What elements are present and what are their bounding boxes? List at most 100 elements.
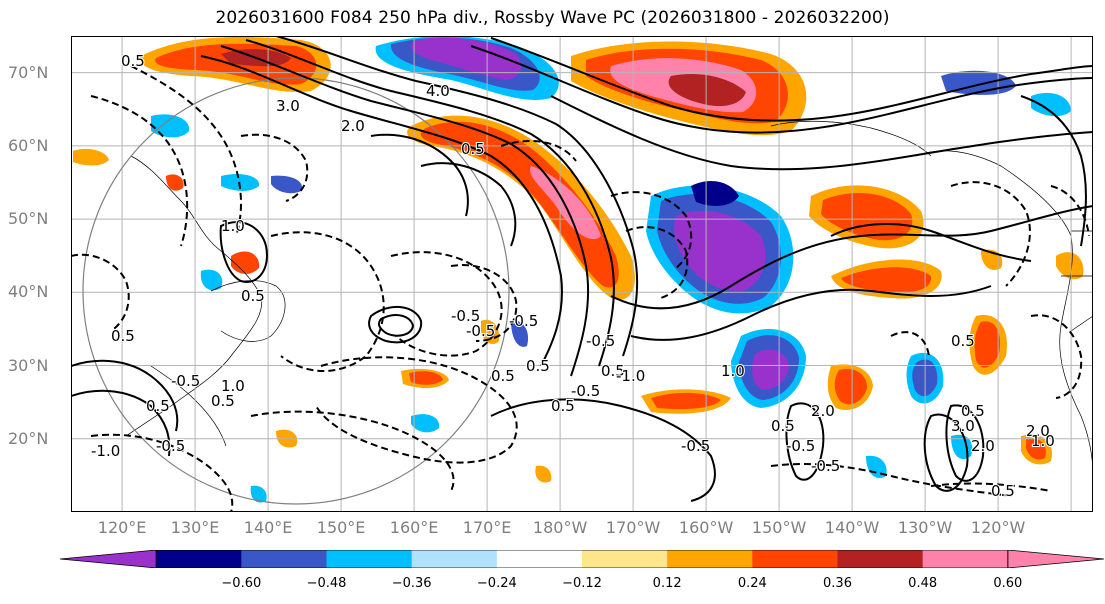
fill-region: [511, 320, 529, 347]
contour-value-label: 1.0: [1031, 432, 1055, 450]
fill-region: [151, 114, 190, 138]
fill-region: [1056, 252, 1084, 280]
colorbar: [60, 550, 1105, 568]
fill-region: [1031, 92, 1071, 117]
divergence-fill-layer: [73, 36, 1084, 503]
contour-value-label: -0.5: [156, 437, 185, 455]
contour-value-label: -0.5: [681, 437, 710, 455]
latitude-tick-label: 50°N: [8, 209, 49, 229]
contour-value-label: 0.5: [211, 392, 235, 410]
colorbar-segment: [752, 550, 838, 568]
fill-region: [821, 192, 913, 241]
longitude-tick-label: 120°W: [970, 518, 1026, 537]
fill-region: [691, 181, 739, 206]
fill-region: [250, 485, 267, 503]
fill-region: [409, 371, 443, 385]
fill-region: [651, 392, 721, 410]
contour-value-label: -0.5: [466, 322, 495, 340]
colorbar-outline: [155, 550, 1009, 568]
longitude-tick-label: 130°E: [170, 518, 220, 537]
colorbar-segment: [496, 550, 583, 568]
contour-dashed: [130, 65, 242, 237]
colorbar-segment: [326, 550, 413, 568]
longitude-tick-label: 170°W: [605, 518, 661, 537]
contour-value-label: 0.5: [991, 482, 1015, 500]
contour-value-label: -0.5: [786, 437, 815, 455]
colorbar-tick-label: −0.24: [476, 576, 517, 591]
coastline: [150, 365, 227, 447]
contour-dashed: [1050, 185, 1090, 237]
contour-solid: [200, 55, 563, 367]
colorbar-tick-label: 0.24: [737, 576, 767, 591]
contour-solid: [71, 389, 171, 457]
colorbar-segment: [837, 550, 924, 568]
contour-value-label: 0.5: [526, 357, 550, 375]
contour-value-label: 0.5: [461, 140, 485, 158]
contour-value-label: 0.5: [121, 52, 145, 70]
fill-region: [166, 174, 184, 191]
contour-solid: [470, 45, 1093, 134]
contour-value-label: 3.0: [951, 417, 975, 435]
colorbar-segment: [922, 550, 1009, 568]
latitude-tick-label: 40°N: [8, 282, 49, 302]
contour-solid: [1020, 95, 1087, 247]
coastline-layer: [125, 120, 1093, 477]
fill-region: [752, 349, 789, 390]
colorbar-tick-label: −0.60: [221, 576, 262, 591]
colorbar-segment: [667, 550, 753, 568]
colorbar-segment: [156, 550, 242, 568]
contour-dashed: [90, 95, 189, 247]
contour-value-label: 0.5: [146, 397, 170, 415]
graticule: [71, 36, 1093, 512]
contour-dashed: [250, 410, 455, 492]
contour-value-label: 2.0: [1026, 422, 1050, 440]
contour-solid: [377, 314, 415, 337]
contour-dashed: [770, 463, 1012, 497]
colorbar-tick-label: −0.12: [562, 576, 602, 591]
fill-region: [841, 267, 932, 293]
longitude-tick-label: 120°E: [97, 518, 147, 537]
colorbar-tick-label: 0.60: [993, 576, 1023, 591]
latitude-tick-label: 70°N: [8, 62, 49, 82]
contour-dashed: [625, 226, 689, 299]
contour-solid: [420, 162, 517, 247]
coastline: [915, 150, 1093, 477]
colorbar-segment: [582, 550, 668, 568]
fill-region: [73, 148, 109, 166]
contour-solid: [550, 95, 1093, 171]
contour-value-label: 0.5: [771, 417, 795, 435]
fill-region: [668, 73, 746, 107]
contour-dashed: [315, 356, 518, 464]
contour-value-label: 1.0: [221, 377, 245, 395]
colorbar-segment: [411, 550, 498, 568]
fill-region: [530, 166, 601, 240]
projection-circle: [82, 77, 510, 505]
contour-value-label: 2.0: [971, 437, 995, 455]
contour-value-label: 0.5: [551, 397, 575, 415]
contour-dashed: [1030, 314, 1083, 399]
colorbar-tick-label: 0.12: [652, 576, 682, 591]
contour-dashed: [90, 433, 234, 512]
longitude-tick-label: 170°E: [462, 518, 512, 537]
fill-region: [411, 414, 440, 433]
contour-solid: [220, 45, 590, 377]
contour-dashed: [390, 251, 503, 357]
contour-dashed: [930, 482, 1052, 492]
coastline: [125, 155, 263, 437]
longitude-tick-label: 160°E: [389, 518, 439, 537]
colorbar-tick-label: 0.48: [908, 576, 938, 591]
contour-layer: [71, 36, 1093, 502]
contour-value-label: -1.0: [616, 367, 645, 385]
contour-solid: [945, 404, 985, 482]
longitude-tick-label: 140°E: [243, 518, 293, 537]
fill-region: [974, 321, 1001, 368]
contour-solid: [219, 221, 268, 283]
contour-value-label: -0.5: [571, 382, 600, 400]
map-canvas: 0.53.02.04.00.51.00.5-0.5-0.5-0.50.5-0.5…: [71, 36, 1093, 512]
longitude-tick-label: 150°W: [751, 518, 807, 537]
contour-solid: [630, 285, 992, 341]
latitude-tick-label: 20°N: [8, 428, 49, 448]
contour-dashed: [71, 253, 130, 332]
map-title: 2026031600 F084 250 hPa div., Rossby Wav…: [215, 8, 890, 28]
contour-value-label: -0.5: [451, 307, 480, 325]
